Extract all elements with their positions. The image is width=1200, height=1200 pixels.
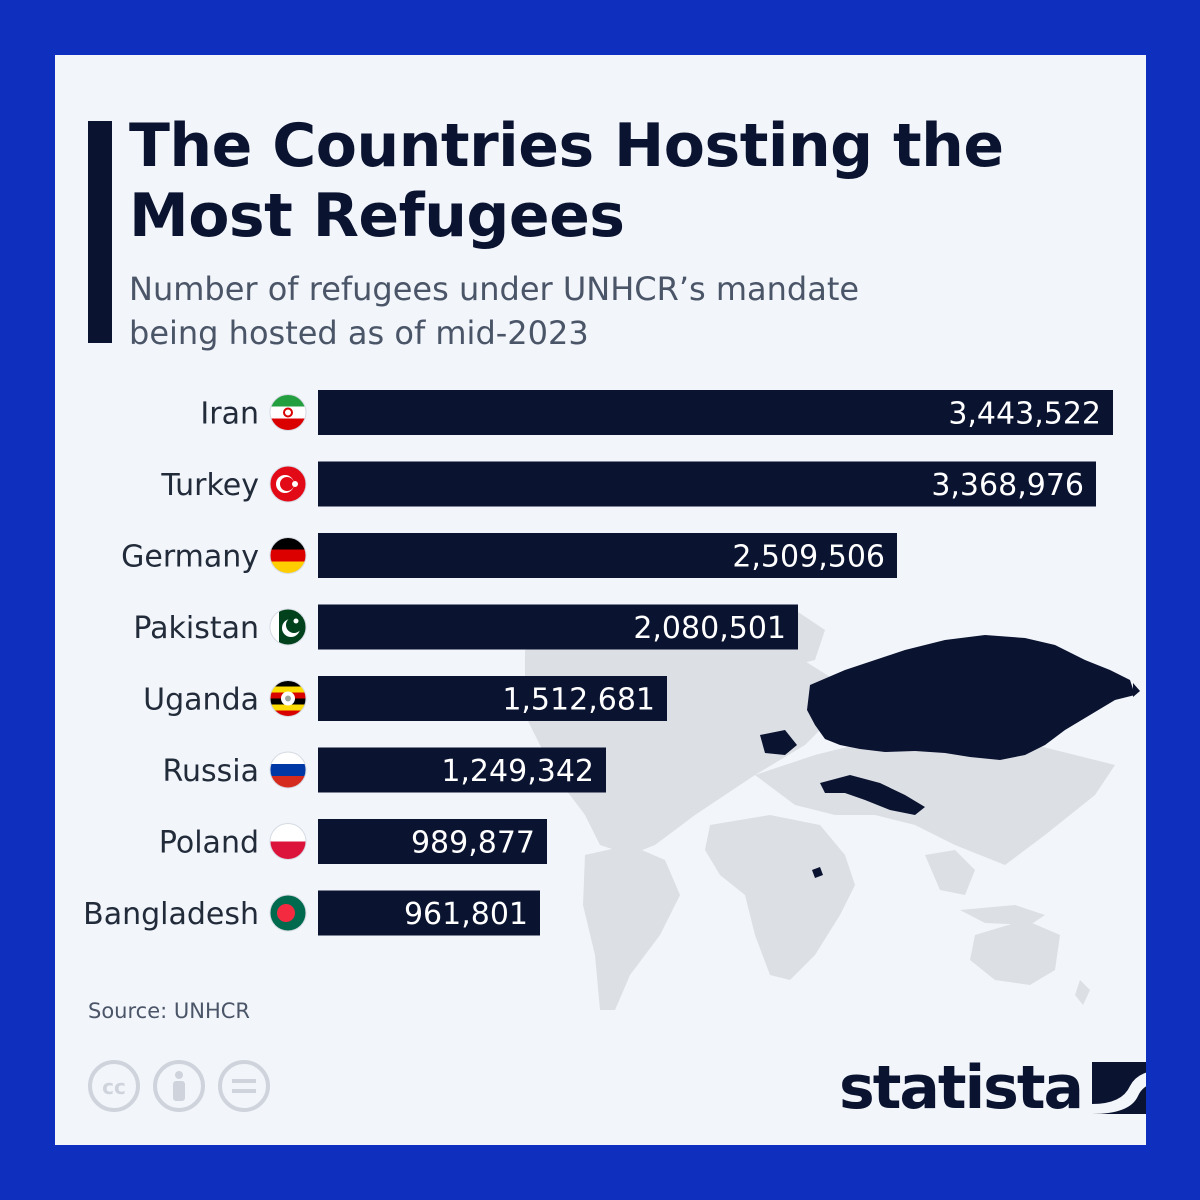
value-label-bangladesh: 961,801	[404, 897, 528, 932]
map-africa	[705, 815, 855, 980]
bars-layer: 3,443,522 Iran 3,368,976 Turkey 2,509,506 Ger…	[83, 390, 1113, 936]
map-europe-highlight	[760, 730, 797, 755]
bar-turkey	[318, 461, 1096, 507]
map-russia-east-tip	[1133, 683, 1140, 697]
bar-russia	[318, 747, 606, 793]
title-accent-bar	[88, 121, 112, 343]
category-label-uganda: Uganda	[143, 683, 259, 718]
value-label-turkey: 3,368,976	[931, 468, 1084, 503]
category-label-turkey: Turkey	[160, 468, 259, 503]
category-label-germany: Germany	[121, 540, 259, 575]
flag-bangladesh-icon	[269, 894, 307, 932]
flag-iran-icon	[269, 394, 307, 431]
value-label-germany: 2,509,506	[732, 540, 885, 575]
flag-germany-icon	[269, 537, 307, 574]
cc-icon[interactable]: cc	[88, 1060, 140, 1112]
chart-subtitle: Number of refugees under UNHCR’s mandate…	[129, 270, 860, 352]
flag-turkey-icon	[269, 465, 307, 503]
map-russia-highlight	[807, 635, 1135, 760]
category-label-pakistan: Pakistan	[133, 611, 259, 646]
map-uganda-highlight	[812, 867, 823, 878]
category-label-iran: Iran	[200, 397, 259, 432]
map-australia	[970, 920, 1060, 985]
bar-chart: 3,443,522 Iran 3,368,976 Turkey 2,509,506 Ger…	[83, 390, 1113, 936]
bar-pakistan	[318, 604, 798, 650]
flag-poland-icon	[269, 823, 307, 860]
map-southeast-asia	[925, 850, 975, 895]
bar-bangladesh	[318, 890, 540, 936]
flag-uganda-icon	[269, 680, 307, 717]
value-label-iran: 3,443,522	[948, 397, 1101, 432]
map-eurasia	[755, 735, 1115, 865]
statista-brand[interactable]: statista	[839, 1053, 1146, 1123]
value-label-pakistan: 2,080,501	[633, 611, 786, 646]
value-label-poland: 989,877	[411, 826, 535, 861]
person-icon[interactable]	[153, 1060, 205, 1112]
license-icons: cc	[88, 1060, 270, 1112]
value-label-russia: 1,249,342	[441, 754, 594, 789]
source-note: Source: UNHCR	[88, 999, 251, 1023]
chart-title: The Countries Hosting the Most Refugees	[129, 111, 1004, 251]
bar-poland	[318, 819, 547, 864]
map-middle-east-highlight	[820, 775, 925, 815]
category-label-russia: Russia	[163, 754, 260, 789]
brand-name: statista	[839, 1053, 1084, 1123]
bar-iran	[318, 390, 1113, 435]
map-indonesia	[960, 905, 1045, 925]
statista-logo-icon	[1092, 1062, 1146, 1114]
infographic-card: The Countries Hosting the Most Refugees …	[55, 55, 1146, 1145]
equals-icon[interactable]	[218, 1060, 270, 1112]
svg-text:cc: cc	[102, 1075, 126, 1099]
flag-russia-icon	[269, 751, 307, 789]
value-label-uganda: 1,512,681	[502, 683, 655, 718]
flag-pakistan-icon	[269, 608, 307, 646]
bar-germany	[318, 533, 897, 578]
category-label-bangladesh: Bangladesh	[83, 897, 259, 932]
category-label-poland: Poland	[159, 826, 259, 861]
map-new-zealand	[1075, 980, 1090, 1005]
map-south-america	[583, 845, 680, 1010]
bar-uganda	[318, 676, 667, 721]
